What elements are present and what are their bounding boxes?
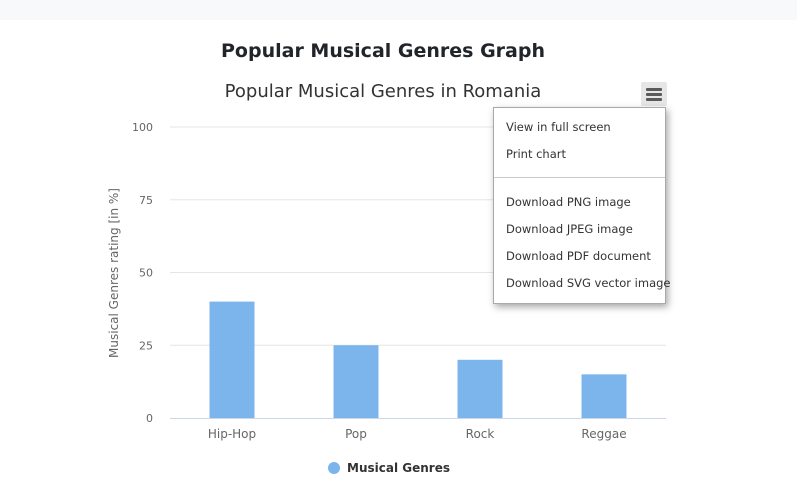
hamburger-menu-icon <box>646 88 662 91</box>
menu-item-download-pdf[interactable]: Download PDF document <box>506 249 651 263</box>
legend-item[interactable]: Musical Genres <box>328 461 450 475</box>
y-tick-label: 50 <box>139 267 153 280</box>
top-band <box>0 0 797 20</box>
chart-context-menu-button[interactable] <box>641 82 667 106</box>
x-tick-label: Rock <box>466 427 495 441</box>
legend-marker <box>328 462 340 474</box>
y-tick-label: 25 <box>139 339 153 352</box>
bar[interactable] <box>209 301 255 418</box>
y-axis-ticks: 0 25 50 75 100 <box>132 121 153 425</box>
menu-item-print-chart[interactable]: Print chart <box>506 147 567 161</box>
bar[interactable] <box>581 374 627 418</box>
y-tick-label: 0 <box>146 412 153 425</box>
menu-separator <box>494 177 665 178</box>
menu-item-download-png[interactable]: Download PNG image <box>506 195 631 209</box>
y-tick-label: 100 <box>132 121 153 134</box>
page-heading: Popular Musical Genres Graph <box>221 40 545 62</box>
x-tick-label: Pop <box>345 427 367 441</box>
hamburger-menu-icon-bar <box>646 93 662 96</box>
x-tick-label: Hip-Hop <box>208 427 256 441</box>
legend-label: Musical Genres <box>347 461 450 475</box>
menu-item-view-full-screen[interactable]: View in full screen <box>506 120 611 134</box>
bars <box>209 301 627 418</box>
bar[interactable] <box>333 345 379 418</box>
menu-item-download-svg[interactable]: Download SVG vector image <box>506 276 671 290</box>
y-tick-label: 75 <box>139 194 153 207</box>
x-tick-label: Reggae <box>581 427 626 441</box>
bar[interactable] <box>457 359 503 418</box>
hamburger-menu-icon-bar <box>646 98 662 101</box>
chart-title: Popular Musical Genres in Romania <box>225 81 542 102</box>
export-menu: View in full screen Print chart Download… <box>493 107 671 304</box>
menu-item-download-jpeg[interactable]: Download JPEG image <box>506 222 633 236</box>
y-axis-title: Musical Genres rating [in %] <box>107 188 121 358</box>
x-axis-ticks: Hip-Hop Pop Rock Reggae <box>208 427 627 441</box>
